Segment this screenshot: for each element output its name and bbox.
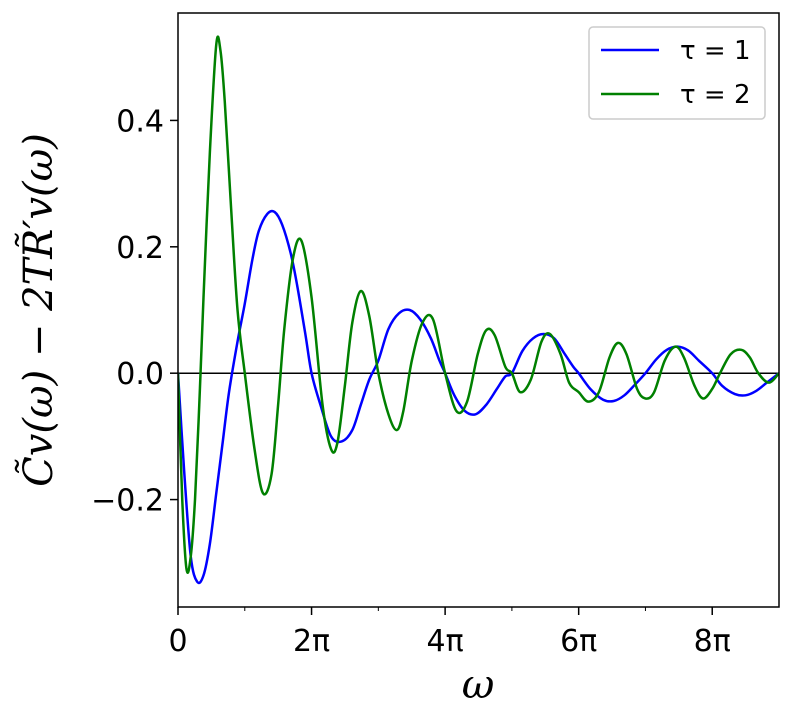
y-tick-label: 0.2 <box>116 231 164 266</box>
x-axis: 0 2π 4π 6π 8π <box>168 607 731 659</box>
series-layer <box>178 35 779 585</box>
y-tick-label: 0.0 <box>116 357 164 392</box>
y-axis-label: C̃v(ω) − 2TR̃′v(ω) <box>15 133 62 487</box>
y-axis: −0.2 0.0 0.2 0.4 <box>91 104 178 519</box>
y-tick-label: −0.2 <box>91 484 164 519</box>
x-tick-label: 0 <box>168 624 187 659</box>
plot-frame <box>177 12 780 608</box>
x-tick-label: 2π <box>293 624 330 659</box>
plot-area <box>177 12 780 608</box>
x-tick-label: 6π <box>560 624 597 659</box>
x-axis-label: ω <box>462 662 495 708</box>
series-line-2 <box>178 35 779 574</box>
x-tick-label: 4π <box>427 624 464 659</box>
x-tick-label: 8π <box>694 624 731 659</box>
legend: τ = 1 τ = 2 <box>588 26 766 120</box>
series-line-1 <box>178 209 779 585</box>
legend-label-tau-2: τ = 2 <box>680 80 751 110</box>
legend-label-tau-1: τ = 1 <box>680 36 751 66</box>
y-tick-label: 0.4 <box>116 104 164 139</box>
